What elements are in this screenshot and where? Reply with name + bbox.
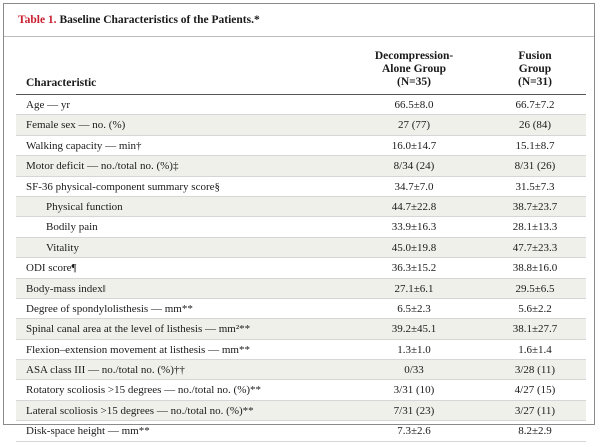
row-value-decompression: 39.2±45.1 (391, 323, 437, 336)
row-value-fusion: 26 (84) (518, 119, 552, 132)
table-row: Lateral scoliosis >15 degrees — no./tota… (16, 400, 586, 422)
row-value-decompression: 1.3±1.0 (397, 343, 431, 356)
row-value-fusion: 38.7±23.7 (512, 200, 558, 213)
table-body: Age — yr 66.5±8.0 66.7±7.2 Female sex — no.… (16, 95, 586, 442)
row-label: Body-mass index‖ (26, 282, 106, 295)
header-col2-line1: Fusion (518, 50, 552, 62)
row-value-decompression: 34.7±7.0 (394, 180, 434, 193)
row-label: Age — yr (26, 99, 70, 111)
row-value-decompression: 16.0±14.7 (391, 139, 437, 152)
row-value-decompression: 27.1±6.1 (394, 282, 434, 295)
header-col1-line1: Decompression- (374, 50, 454, 62)
row-value-fusion: 38.8±16.0 (512, 262, 558, 275)
table-row: Body-mass index‖ 27.1±6.1 29.5±6.5 (16, 278, 586, 299)
table-row: Age — yr 66.5±8.0 66.7±7.2 (16, 95, 586, 116)
row-label: Motor deficit — no./total no. (%)‡ (26, 160, 179, 173)
row-label: Rotatory scoliosis >15 degrees — no./tot… (26, 384, 262, 397)
row-value-decompression: 36.3±15.2 (391, 262, 437, 275)
table-frame: Table 1. Baseline Characteristics of the… (3, 3, 595, 442)
row-value-fusion: 38.1±27.7 (512, 323, 558, 336)
table-row: Vitality 45.0±19.8 47.7±23.3 (16, 237, 586, 259)
row-value-decompression: 27 (77) (397, 119, 431, 132)
table-row: SF-36 physical-component summary score§ 3… (16, 177, 586, 197)
table-number: Table 1. (18, 14, 57, 26)
row-value-decompression: 45.0±19.8 (391, 241, 437, 254)
row-value-decompression: 3/31 (10) (393, 384, 435, 397)
table-row: ODI score¶ 36.3±15.2 38.8±16.0 (16, 258, 586, 279)
row-label: ODI score¶ (26, 262, 77, 275)
table-row: Female sex — no. (%) 27 (77) 26 (84) (16, 115, 586, 136)
header-col2-line3: (N=31) (517, 76, 553, 88)
table-header: Characteristic Decompression- Alone Grou… (4, 37, 594, 95)
row-label: Female sex — no. (%) (26, 119, 126, 132)
row-label: Walking capacity — min† (26, 139, 142, 152)
row-label: Flexion–extension movement at listhesis … (26, 343, 250, 356)
header-decompression-group: Decompression- Alone Group (N=35) (348, 50, 480, 89)
table-row: Flexion–extension movement at listhesis … (16, 340, 586, 361)
row-label: ASA class III — no./total no. (%)†† (26, 364, 185, 377)
header-col1-line3: (N=35) (396, 76, 432, 88)
table-title-bar: Table 1. Baseline Characteristics of the… (4, 4, 594, 37)
row-label: Spinal canal area at the level of listhe… (26, 323, 251, 336)
table-row: Motor deficit — no./total no. (%)‡ 8/34 (… (16, 156, 586, 177)
row-value-decompression: 7/31 (23) (393, 404, 435, 417)
row-value-decompression: 44.7±22.8 (391, 200, 437, 213)
row-label: Bodily pain (46, 221, 98, 234)
row-value-fusion: 29.5±6.5 (515, 282, 555, 295)
row-value-decompression: 0/33 (404, 364, 424, 377)
row-value-fusion: 8/31 (26) (514, 160, 556, 173)
row-label: Lateral scoliosis >15 degrees — no./tota… (26, 404, 254, 417)
header-col1-line2: Alone Group (381, 63, 446, 75)
table-row: Bodily pain 33.9±16.3 28.1±13.3 (16, 217, 586, 238)
row-value-decompression: 66.5±8.0 (394, 99, 434, 111)
row-label: SF-36 physical-component summary score§ (26, 180, 220, 193)
header-col2-line2: Group (518, 63, 552, 75)
row-value-decompression: 6.5±2.3 (397, 302, 431, 315)
header-divider (16, 94, 586, 95)
row-value-fusion: 4/27 (15) (514, 384, 556, 397)
row-label: Disk-space height — mm** (26, 425, 150, 438)
row-value-fusion: 28.1±13.3 (512, 221, 558, 234)
row-value-decompression: 33.9±16.3 (391, 221, 437, 234)
row-value-fusion: 8.2±2.9 (518, 425, 552, 438)
row-value-fusion: 15.1±8.7 (515, 139, 555, 152)
table-caption: Baseline Characteristics of the Patients… (56, 14, 260, 26)
table-row: Walking capacity — min† 16.0±14.7 15.1±8.7 (16, 136, 586, 157)
row-value-decompression: 7.3±2.6 (397, 425, 431, 438)
row-value-decompression: 8/34 (24) (393, 160, 435, 173)
table-row: ASA class III — no./total no. (%)†† 0/33 3… (16, 360, 586, 381)
row-label: Physical function (46, 200, 123, 213)
row-value-fusion: 66.7±7.2 (515, 99, 555, 111)
row-value-fusion: 3/28 (11) (514, 364, 556, 377)
row-label: Vitality (46, 241, 79, 254)
table-title: Table 1. Baseline Characteristics of the… (18, 14, 260, 26)
row-label: Degree of spondylolisthesis — mm** (26, 302, 193, 315)
row-value-fusion: 1.6±1.4 (518, 343, 552, 356)
table-row: Disk-space height — mm** 7.3±2.6 8.2±2.9 (16, 421, 586, 442)
row-value-fusion: 47.7±23.3 (512, 241, 558, 254)
header-fusion-group: Fusion Group (N=31) (480, 50, 590, 89)
row-value-fusion: 5.6±2.2 (518, 302, 552, 315)
row-value-fusion: 31.5±7.3 (515, 180, 555, 193)
table-row: Rotatory scoliosis >15 degrees — no./tot… (16, 380, 586, 401)
table-row: Spinal canal area at the level of listhe… (16, 319, 586, 340)
table-row: Degree of spondylolisthesis — mm** 6.5±2.… (16, 299, 586, 320)
row-value-fusion: 3/27 (11) (514, 404, 556, 417)
header-characteristic: Characteristic (26, 77, 97, 89)
table-row: Physical function 44.7±22.8 38.7±23.7 (16, 196, 586, 218)
